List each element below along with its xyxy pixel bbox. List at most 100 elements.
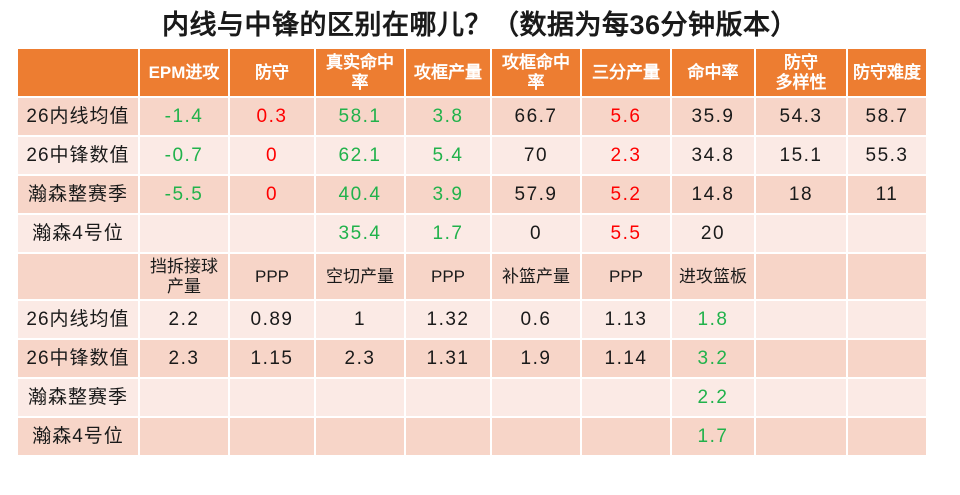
table-cell: 1.9: [492, 340, 580, 377]
table-cell: 18: [756, 176, 846, 213]
stats-table: EPM进攻 防守 真实命中 率攻框产量 攻框命中 率三分产量 命中率 防守 多样性 防守难度…: [16, 47, 928, 457]
table-cell-empty: [140, 215, 228, 252]
table-cell: 1.13: [582, 301, 670, 338]
table-row: 26内线均值 -1.4 0.3 58.1 3.8 66.7 5.6 35.9 54.3 58.7: [18, 98, 926, 135]
table-cell-empty: [230, 379, 314, 416]
table-cell-empty: [848, 340, 926, 377]
table-cell: 2.3: [316, 340, 404, 377]
table-cell-empty: [316, 379, 404, 416]
table-cell: 3.9: [406, 176, 490, 213]
table-cell: 14.8: [672, 176, 754, 213]
table-cell: 1.7: [406, 215, 490, 252]
table-row: 瀚森整赛季 2.2: [18, 379, 926, 416]
column-header: 防守难度: [848, 49, 926, 96]
table-cell-empty: [756, 418, 846, 455]
table-cell-empty: [316, 418, 404, 455]
table-cell: 3.2: [672, 340, 754, 377]
row-label: 26内线均值: [18, 301, 138, 338]
table-cell-empty: [848, 379, 926, 416]
column-header: EPM进攻: [140, 49, 228, 96]
table-cell-empty: [756, 215, 846, 252]
table-cell: 2.2: [140, 301, 228, 338]
column-header-empty: [18, 49, 138, 96]
slide: 内线与中锋的区别在哪儿？（数据为每36分钟版本） EPM进攻 防守 真实命中 率 攻框…: [0, 3, 960, 457]
table-cell: 2.3: [582, 137, 670, 174]
page-title: 内线与中锋的区别在哪儿？（数据为每36分钟版本）: [161, 10, 799, 40]
column-header: 三分产量: [582, 49, 670, 96]
table-cell-empty: [406, 418, 490, 455]
table-cell: 11: [848, 176, 926, 213]
table-cell: 58.1: [316, 98, 404, 135]
column-header: 攻框命中 率: [492, 49, 580, 96]
table-cell: 1: [316, 301, 404, 338]
table-cell-empty: [756, 379, 846, 416]
column-header-empty: [756, 254, 846, 299]
table-cell: 57.9: [492, 176, 580, 213]
table-cell: 0: [492, 215, 580, 252]
table-cell-empty: [492, 418, 580, 455]
table-cell: -0.7: [140, 137, 228, 174]
table-cell: 62.1: [316, 137, 404, 174]
table-cell-empty: [406, 379, 490, 416]
table-row: 瀚森整赛季 -5.5 0 40.4 3.9 57.9 5.2 14.8 18 11: [18, 176, 926, 213]
table-cell: 2.3: [140, 340, 228, 377]
sub-header-row: 挡拆接球 产量 PPP 空切产量 PPP 补篮产量 PPP 进攻篮板: [18, 254, 926, 299]
table-cell: 1.15: [230, 340, 314, 377]
table-cell: 58.7: [848, 98, 926, 135]
table-row: 26内线均值 2.2 0.89 1 1.32 0.6 1.13 1.8: [18, 301, 926, 338]
table-cell: 35.4: [316, 215, 404, 252]
stats-table-body: EPM进攻 防守 真实命中 率攻框产量 攻框命中 率三分产量 命中率 防守 多样性 防守难度…: [18, 49, 926, 455]
table-cell-empty: [582, 418, 670, 455]
table-cell-empty: [140, 418, 228, 455]
table-cell: 34.8: [672, 137, 754, 174]
table-cell: 70: [492, 137, 580, 174]
table-cell: 5.2: [582, 176, 670, 213]
table-cell: 1.32: [406, 301, 490, 338]
column-header-empty: [18, 254, 138, 299]
table-cell: 5.5: [582, 215, 670, 252]
column-header: PPP: [406, 254, 490, 299]
column-header: 防守: [230, 49, 314, 96]
table-cell-empty: [582, 379, 670, 416]
column-header: PPP: [230, 254, 314, 299]
table-cell: 15.1: [756, 137, 846, 174]
row-label: 26中锋数值: [18, 340, 138, 377]
column-header: 进攻篮板: [672, 254, 754, 299]
column-header: PPP: [582, 254, 670, 299]
row-label: 瀚森4号位: [18, 215, 138, 252]
column-header: 真实命中 率: [316, 49, 404, 96]
table-row: 26中锋数值 2.3 1.15 2.3 1.31 1.9 1.14 3.2: [18, 340, 926, 377]
table-cell: 20: [672, 215, 754, 252]
row-label: 瀚森整赛季: [18, 176, 138, 213]
table-cell: 35.9: [672, 98, 754, 135]
table-cell: 40.4: [316, 176, 404, 213]
row-label: 26中锋数值: [18, 137, 138, 174]
table-cell: 0.6: [492, 301, 580, 338]
table-cell-empty: [492, 379, 580, 416]
table-cell: 1.8: [672, 301, 754, 338]
table-cell: 2.2: [672, 379, 754, 416]
table-cell-empty: [140, 379, 228, 416]
table-cell-empty: [756, 340, 846, 377]
table-cell: 55.3: [848, 137, 926, 174]
column-header-empty: [848, 254, 926, 299]
table-cell-empty: [230, 215, 314, 252]
table-cell: 5.4: [406, 137, 490, 174]
table-cell: -1.4: [140, 98, 228, 135]
table-cell: 1.31: [406, 340, 490, 377]
table-cell: 0.89: [230, 301, 314, 338]
table-cell: -5.5: [140, 176, 228, 213]
column-header: 空切产量: [316, 254, 404, 299]
table-cell: 1.14: [582, 340, 670, 377]
row-label: 26内线均值: [18, 98, 138, 135]
table-cell-empty: [756, 301, 846, 338]
table-row: 26中锋数值 -0.7 0 62.1 5.4 70 2.3 34.8 15.1 55.3: [18, 137, 926, 174]
table-cell: 66.7: [492, 98, 580, 135]
table-cell: 1.7: [672, 418, 754, 455]
table-cell-empty: [848, 418, 926, 455]
row-label: 瀚森4号位: [18, 418, 138, 455]
table-cell-empty: [848, 301, 926, 338]
main-header-row: EPM进攻 防守 真实命中 率攻框产量 攻框命中 率三分产量 命中率 防守 多样性 防守难度: [18, 49, 926, 96]
column-header: 补篮产量: [492, 254, 580, 299]
column-header: 命中率: [672, 49, 754, 96]
